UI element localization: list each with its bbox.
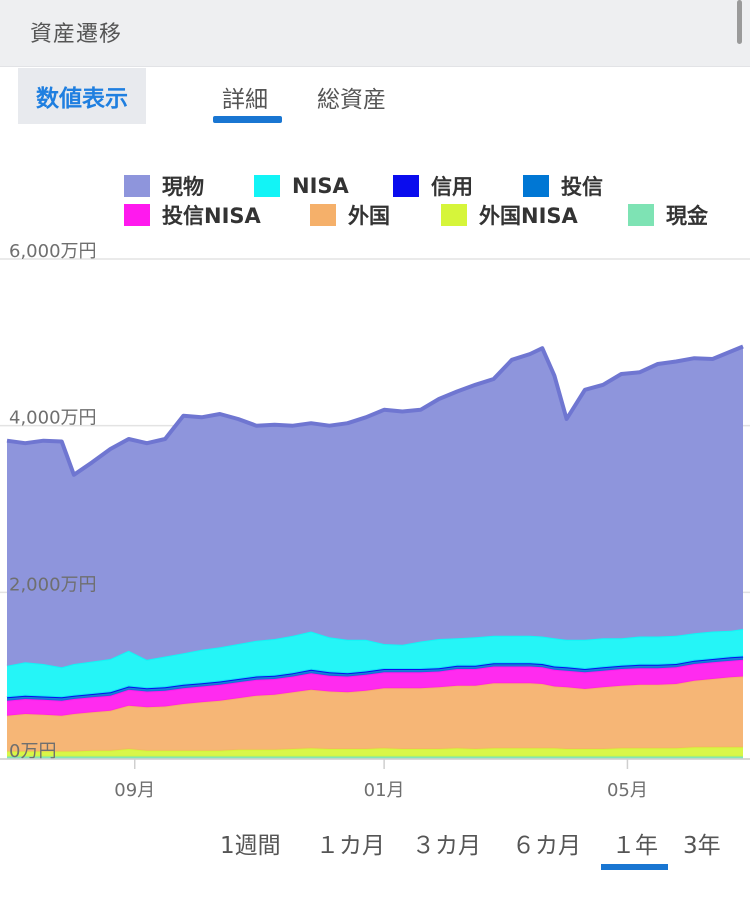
area-series-外国NISA: [7, 747, 743, 757]
active-tab-indicator: [213, 116, 282, 123]
area-series-投信NISA: [7, 659, 743, 716]
y-tick-label: 0万円: [9, 741, 56, 762]
legend-label: 投信: [561, 175, 603, 199]
legend-swatch: [254, 175, 280, 197]
legend-item-genkin: 現金: [628, 202, 708, 228]
header-bar: 資産遷移: [0, 0, 750, 67]
legend-item-shinyo: 信用: [393, 173, 473, 199]
range-tab-6months[interactable]: ６カ月: [512, 833, 581, 859]
series-line-現物: [6, 344, 744, 477]
area-series-外国: [7, 676, 743, 752]
y-tick-label: 4,000万円: [9, 408, 97, 429]
legend-item-nisa: NISA: [254, 173, 349, 199]
y-tick-label: 6,000万円: [9, 241, 97, 262]
legend-swatch: [310, 204, 336, 226]
x-tick-label: 05月: [607, 780, 648, 801]
active-range-indicator: [601, 864, 668, 870]
legend-swatch: [124, 204, 150, 226]
legend-label: 投信NISA: [162, 204, 261, 228]
range-tab-1week[interactable]: 1週間: [220, 833, 281, 859]
range-tab-1month[interactable]: １カ月: [316, 833, 385, 859]
legend-swatch: [523, 175, 549, 197]
legend-label: 現金: [666, 204, 708, 228]
legend-label: 外国NISA: [479, 204, 578, 228]
legend-item-gaikoku: 外国: [310, 202, 390, 228]
scrollbar[interactable]: [737, 0, 742, 44]
y-tick-label: 2,000万円: [9, 574, 97, 595]
range-tab-3years[interactable]: 3年: [683, 833, 721, 859]
legend-label: 現物: [162, 175, 204, 199]
tab-detail[interactable]: 詳細: [222, 87, 268, 113]
legend-label: 外国: [348, 204, 390, 228]
tab-total-assets[interactable]: 総資産: [317, 87, 386, 113]
legend-item-toshin: 投信: [523, 173, 603, 199]
range-tab-1year[interactable]: １年: [612, 833, 658, 859]
numeric-display-button[interactable]: 数値表示: [18, 68, 146, 124]
area-series-NISA: [7, 629, 743, 698]
asset-area-chart: 0万円 2,000万円 4,000万円 6,000万円 09月 01月 05月: [0, 241, 750, 801]
legend-item-genbutsu: 現物: [124, 173, 204, 199]
range-tab-3months[interactable]: ３カ月: [412, 833, 481, 859]
area-series-group: [6, 344, 744, 759]
x-tick-label: 09月: [114, 780, 155, 801]
legend-item-gaikoku-nisa: 外国NISA: [441, 202, 578, 228]
legend-swatch: [124, 175, 150, 197]
legend-swatch: [393, 175, 419, 197]
area-series-現物: [7, 346, 743, 668]
legend-label: 信用: [431, 175, 473, 199]
legend-swatch: [441, 204, 467, 226]
x-tick-label: 01月: [364, 780, 405, 801]
legend-item-toshin-nisa: 投信NISA: [124, 202, 261, 228]
axis-labels: 0万円 2,000万円 4,000万円 6,000万円 09月 01月 05月: [0, 241, 750, 801]
legend-swatch: [628, 204, 654, 226]
page-title: 資産遷移: [30, 22, 123, 47]
legend-label: NISA: [292, 174, 349, 198]
